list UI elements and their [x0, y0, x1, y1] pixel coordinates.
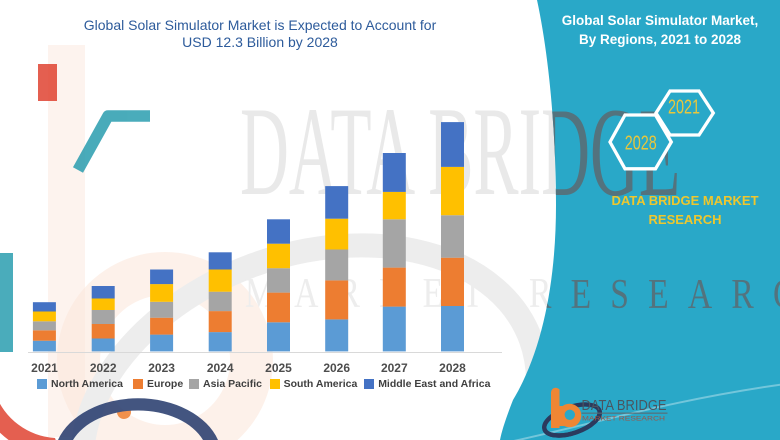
svg-text:DATA BRIDGE: DATA BRIDGE [582, 397, 667, 414]
svg-text:2028: 2028 [625, 131, 657, 154]
svg-text:2021: 2021 [668, 96, 700, 119]
svg-text:MARKET RESEARCH: MARKET RESEARCH [582, 417, 665, 423]
